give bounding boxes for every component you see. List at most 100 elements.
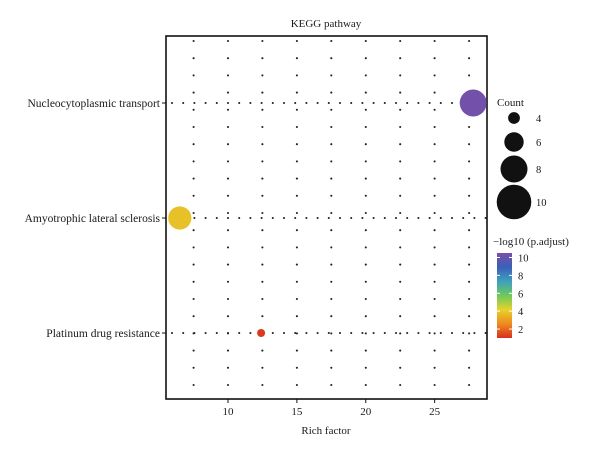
grid-dot	[330, 229, 333, 232]
grid-dot	[305, 331, 308, 335]
grid-dot	[192, 315, 195, 318]
grid-dot	[338, 101, 342, 105]
color-legend-label: 6	[518, 289, 523, 300]
grid-dot	[238, 101, 241, 105]
grid-dot	[433, 125, 436, 129]
y-category-label: Amyotrophic lateral sclerosis	[25, 213, 161, 225]
grid-dot	[204, 101, 207, 105]
grid-dot	[238, 331, 241, 335]
grid-dot	[433, 280, 436, 283]
grid-dot	[226, 263, 230, 266]
grid-dot	[468, 143, 471, 146]
size-legend-label: 10	[536, 198, 547, 209]
grid-dot	[364, 177, 367, 180]
x-tick-label: 15	[291, 406, 303, 418]
grid-dot	[433, 177, 436, 180]
grid-dot	[260, 216, 263, 220]
grid-dot	[226, 177, 230, 180]
grid-dot	[439, 331, 442, 335]
grid-dot	[295, 143, 298, 146]
grid-dot	[295, 74, 298, 77]
grid-dot	[468, 280, 471, 283]
grid-dot	[295, 315, 298, 318]
grid-dot	[383, 101, 386, 105]
grid-dot	[295, 229, 298, 232]
grid-dot	[399, 160, 402, 163]
grid-dot	[226, 315, 230, 318]
grid-dot	[468, 383, 471, 387]
data-points	[168, 89, 487, 337]
grid-dot	[433, 366, 436, 369]
grid-dot	[215, 331, 218, 335]
grid-dot	[364, 74, 367, 77]
grid-dot	[192, 194, 195, 197]
grid-dot	[261, 160, 264, 163]
grid-dot	[473, 331, 476, 335]
grid-dot	[260, 101, 263, 105]
grid-dot	[399, 229, 402, 232]
grid-dot	[473, 216, 476, 220]
grid-dot	[295, 366, 298, 369]
grid-dot	[364, 332, 367, 335]
grid-dot	[295, 160, 298, 163]
grid-dot	[330, 39, 333, 43]
grid-dot	[462, 216, 465, 220]
grid-dot	[192, 177, 195, 180]
grid-dot	[394, 101, 398, 105]
grid-dot	[364, 143, 367, 146]
grid-dot	[433, 57, 436, 60]
grid-dot	[350, 101, 353, 105]
grid-dot	[327, 216, 330, 220]
grid-dot	[484, 331, 487, 335]
grid-dot	[433, 91, 436, 94]
grid-dot	[330, 297, 333, 301]
grid-dot	[282, 331, 286, 335]
grid-dot	[433, 39, 436, 43]
grid-dot	[364, 280, 367, 283]
grid-dot	[417, 101, 420, 105]
grid-dot	[433, 143, 436, 146]
grid-dot	[399, 263, 402, 266]
grid-dot	[192, 125, 195, 129]
grid-dot	[433, 263, 436, 266]
grid-dot	[468, 125, 471, 129]
grid-dot	[192, 366, 195, 369]
grid-dot	[330, 91, 333, 94]
grid-dot	[417, 216, 420, 220]
size-legend-dot	[500, 155, 528, 183]
grid-dot	[406, 216, 409, 220]
grid-dot	[484, 216, 487, 220]
grid-dot	[261, 263, 264, 266]
color-legend-label: 2	[518, 325, 523, 336]
size-legend-dot	[508, 112, 520, 124]
grid-dot	[468, 366, 471, 369]
grid-dot	[193, 216, 196, 220]
grid-dot	[330, 263, 333, 266]
grid-dot	[261, 315, 264, 318]
grid-dot	[364, 263, 367, 266]
x-axis-label: Rich factor	[301, 425, 351, 437]
grid-dot	[433, 246, 436, 249]
grid-dot	[192, 229, 195, 232]
grid-dot	[330, 57, 333, 60]
grid-dot	[330, 366, 333, 369]
color-legend-label: 10	[518, 253, 529, 264]
grid-dot	[261, 74, 264, 77]
grid-dot	[330, 315, 333, 318]
grid-dot	[192, 280, 195, 283]
grid-dot	[261, 383, 264, 387]
grid-dot	[193, 101, 196, 105]
grid-dot	[305, 216, 308, 220]
grid-dot	[330, 143, 333, 146]
grid-dot	[271, 101, 274, 105]
grid-dot	[433, 229, 436, 232]
grid-dot	[399, 39, 402, 43]
grid-dot	[226, 143, 230, 146]
grid-dot	[468, 39, 471, 43]
grid-dot	[361, 101, 364, 105]
data-point	[168, 206, 192, 230]
grid-dot	[215, 101, 218, 105]
grid-dot	[468, 57, 471, 60]
grid-dot	[350, 216, 353, 220]
grid-dot	[468, 349, 471, 352]
